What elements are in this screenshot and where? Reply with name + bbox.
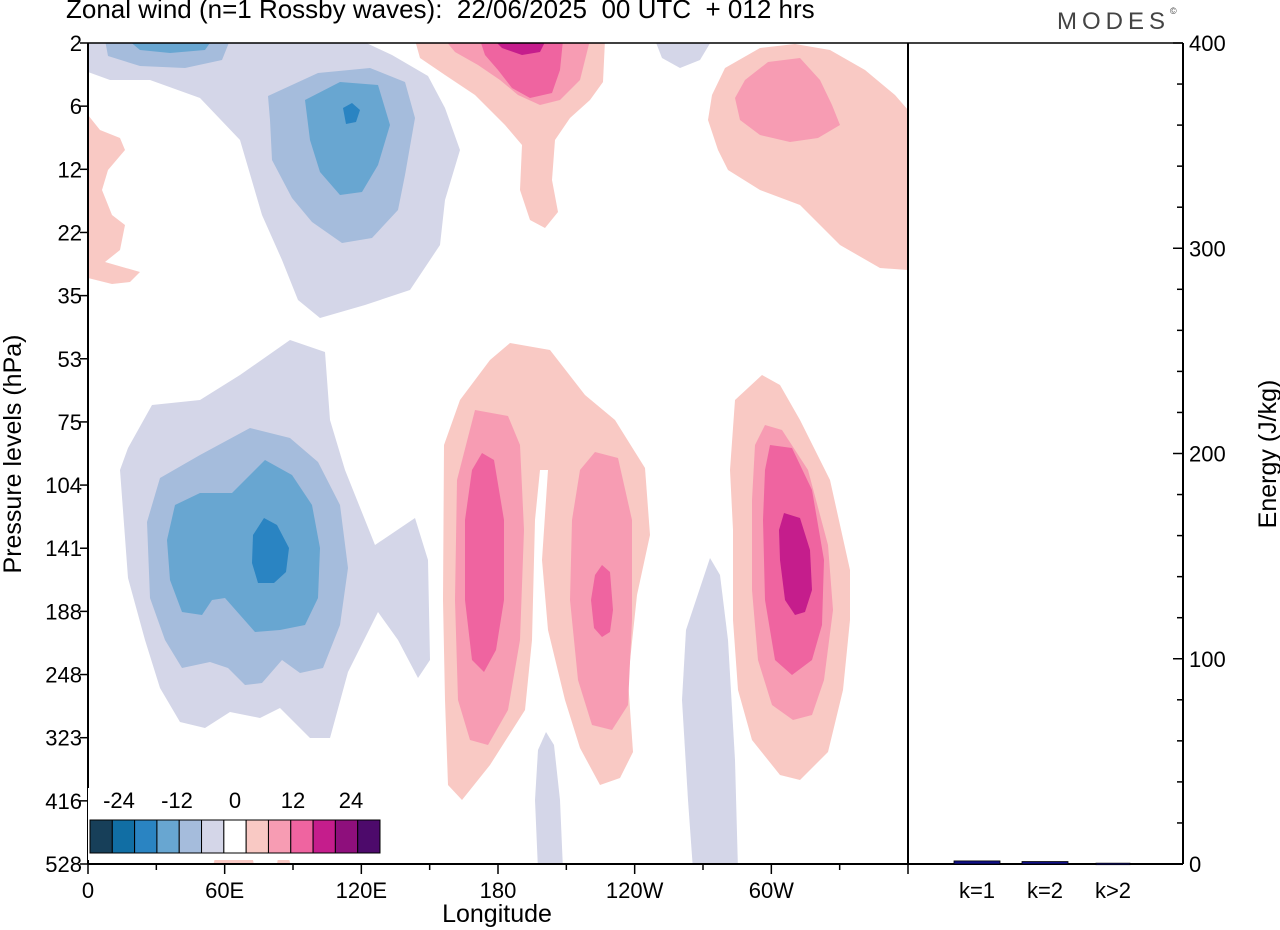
colorbar-swatch bbox=[178, 819, 203, 854]
pressure-tick-label: 141 bbox=[45, 536, 82, 561]
contour-plus-15 bbox=[591, 565, 613, 637]
pressure-tick-label: 188 bbox=[45, 599, 82, 624]
colorbar-swatch bbox=[290, 819, 314, 854]
positive-wind-region-60w bbox=[730, 375, 850, 780]
contour-plus-15 bbox=[481, 43, 563, 98]
y-axis-label: Pressure levels (hPa) bbox=[0, 335, 27, 574]
negative-wind-region-lower bbox=[120, 340, 430, 738]
copyright-mark: © bbox=[1170, 6, 1177, 16]
longitude-tick-label: 60E bbox=[205, 878, 244, 903]
contour-plus-5 bbox=[88, 115, 140, 284]
colorbar: -24 -12 0 12 24 bbox=[88, 788, 382, 860]
wavenumber-labels: k=1 k=2 k>2 bbox=[959, 878, 1131, 903]
pressure-tick-label: 248 bbox=[45, 663, 82, 688]
colorbar-swatch bbox=[357, 819, 381, 854]
longitude-tick-label: 0 bbox=[82, 878, 94, 903]
brand-text: MODES bbox=[1057, 8, 1171, 35]
longitude-tick-label: 120W bbox=[606, 878, 664, 903]
colorbar-swatch bbox=[223, 819, 247, 854]
colorbar-swatch bbox=[134, 819, 158, 854]
contour-minus-15 bbox=[167, 460, 320, 632]
pressure-tick-label: 528 bbox=[45, 852, 82, 877]
longitude-tick-group: 0 60E 120E 180 120W 60W bbox=[82, 864, 909, 903]
colorbar-label: 12 bbox=[281, 788, 305, 813]
pressure-tick-label: 12 bbox=[58, 157, 82, 182]
longitude-tick-label: 180 bbox=[480, 878, 517, 903]
pressure-tick-label: 75 bbox=[58, 410, 82, 435]
energy-tick-label: 400 bbox=[1189, 31, 1226, 56]
contour-minus-15 bbox=[131, 43, 210, 53]
contour-plus-10 bbox=[735, 58, 840, 142]
pressure-tick-group: 2 6 12 22 35 53 75 104 141 188 248 323 416 528 bbox=[45, 31, 88, 877]
positive-wind-region-180 bbox=[443, 343, 650, 800]
wavenumber-label: k=1 bbox=[959, 878, 995, 903]
colorbar-swatch bbox=[111, 819, 136, 854]
negative-wind-region-upper bbox=[88, 43, 460, 318]
contour-plus-15 bbox=[465, 453, 504, 672]
colorbar-swatch bbox=[334, 819, 359, 854]
colorbar-swatch bbox=[245, 819, 269, 854]
contour-plus-20 bbox=[497, 43, 545, 55]
energy-bar bbox=[1095, 862, 1131, 866]
contour-minus-5 bbox=[682, 558, 738, 864]
contour-plus-20 bbox=[779, 513, 812, 615]
pressure-tick-label: 35 bbox=[58, 284, 82, 309]
pressure-tick-label: 323 bbox=[45, 726, 82, 751]
colorbar-swatch bbox=[267, 819, 292, 854]
colorbar-label: -24 bbox=[103, 788, 135, 813]
contour-minus-15 bbox=[305, 82, 390, 195]
wavenumber-label: k>2 bbox=[1095, 878, 1131, 903]
energy-bars bbox=[953, 860, 1131, 866]
pressure-tick-label: 6 bbox=[70, 94, 82, 119]
longitude-tick-label: 120E bbox=[336, 878, 387, 903]
colorbar-swatch bbox=[89, 819, 113, 854]
energy-tick-label: 200 bbox=[1189, 442, 1226, 467]
energy-tick-label: 100 bbox=[1189, 647, 1226, 672]
modes-logo: MODES© bbox=[1057, 6, 1177, 36]
pressure-tick-label: 104 bbox=[45, 473, 82, 498]
energy-tick-label: 0 bbox=[1189, 852, 1201, 877]
pressure-tick-label: 416 bbox=[45, 789, 82, 814]
contour-minus-5 bbox=[656, 43, 711, 68]
colorbar-swatch bbox=[312, 819, 336, 854]
colorbar-swatch bbox=[201, 819, 225, 854]
colorbar-label: 24 bbox=[339, 788, 363, 813]
chart-title: Zonal wind (n=1 Rossby waves): 22/06/202… bbox=[66, 0, 815, 24]
contour-minus-5 bbox=[535, 732, 563, 864]
colorbar-label: -12 bbox=[161, 788, 193, 813]
contour-minus-20 bbox=[252, 518, 289, 583]
zonal-wind-contours bbox=[88, 43, 908, 864]
pressure-tick-label: 22 bbox=[58, 220, 82, 245]
energy-tick-group: 0 100 200 300 400 bbox=[1173, 31, 1226, 877]
energy-tick-label: 300 bbox=[1189, 236, 1226, 261]
wavenumber-label: k=2 bbox=[1027, 878, 1063, 903]
energy-bar bbox=[1021, 861, 1069, 865]
x-axis-label: Longitude bbox=[442, 900, 552, 928]
longitude-tick-label: 60W bbox=[749, 878, 794, 903]
energy-axis-label: Energy (J/kg) bbox=[1254, 380, 1280, 529]
pressure-tick-label: 53 bbox=[58, 347, 82, 372]
positive-wind-region-upper bbox=[88, 43, 908, 864]
colorbar-label: 0 bbox=[229, 788, 241, 813]
pressure-tick-label: 2 bbox=[70, 31, 82, 56]
negative-wind-streaks bbox=[535, 43, 738, 864]
colorbar-swatch bbox=[156, 819, 180, 854]
energy-bar bbox=[953, 860, 1001, 865]
contour-minus-20 bbox=[343, 103, 360, 124]
